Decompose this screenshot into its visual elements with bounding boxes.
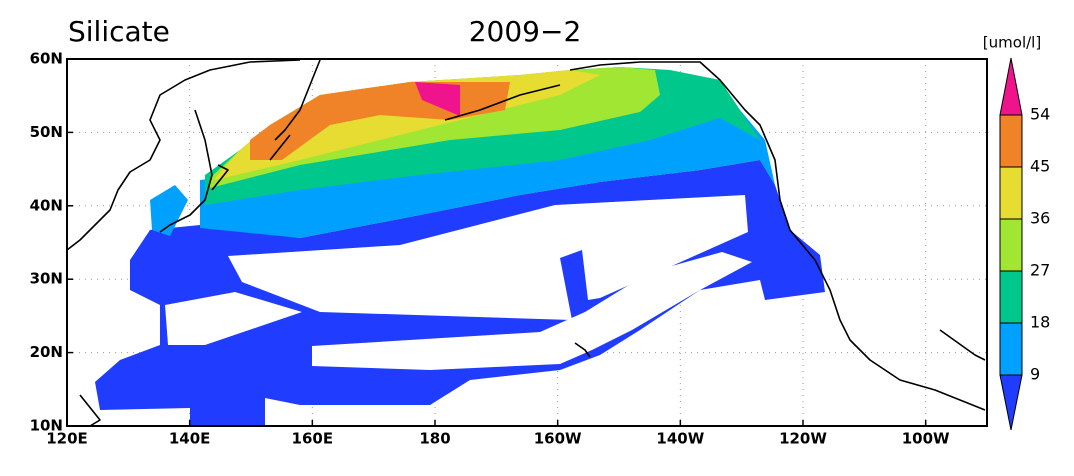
colorbar-label: 36 xyxy=(1030,209,1050,228)
colorbar-segment xyxy=(999,270,1023,324)
x-tick-label: 180 xyxy=(419,430,450,448)
colorbar-label: 45 xyxy=(1030,157,1050,176)
y-tick-label: 20N xyxy=(30,343,63,361)
x-tick-label: 160E xyxy=(292,430,334,448)
axis-ticks: 120E 140E 160E 180 160W 140W 120W 100W 10N 20N 30N… xyxy=(30,50,950,448)
field-9-18 xyxy=(150,185,188,236)
colorbar-segment xyxy=(999,57,1023,116)
colorbar-segment xyxy=(999,114,1023,168)
coast-hawaii xyxy=(574,342,591,358)
title: Silicate xyxy=(68,15,170,48)
coastlines xyxy=(66,59,986,427)
map-frame xyxy=(66,58,988,427)
x-tick-label: 120W xyxy=(779,430,827,448)
colorbar-segment xyxy=(999,374,1023,431)
colorbar-segment xyxy=(999,322,1023,376)
contour-fields xyxy=(95,67,825,426)
hole xyxy=(312,252,752,370)
x-tick-label: 120E xyxy=(46,430,88,448)
x-tick-label: 140E xyxy=(169,430,211,448)
colorbar-unit: [umol/l] xyxy=(983,34,1041,52)
y-tick-label: 60N xyxy=(30,50,63,68)
x-tick-label: 160W xyxy=(534,430,582,448)
colorbar-label: 54 xyxy=(1030,105,1050,124)
period: 2009−2 xyxy=(469,15,582,48)
coast-aleutians xyxy=(444,84,561,121)
y-tick-label: 50N xyxy=(30,123,63,141)
coast-japan xyxy=(159,109,229,233)
y-tick-label: 10N xyxy=(30,417,63,435)
colorbar-label: 27 xyxy=(1030,261,1050,280)
colorbar-segment xyxy=(999,218,1023,272)
x-tick-label: 140W xyxy=(656,430,704,448)
x-tick-label: 100W xyxy=(902,430,950,448)
colorbar-label: 18 xyxy=(1030,313,1050,332)
coast-asia xyxy=(66,59,301,251)
colorbar-segment xyxy=(999,166,1023,220)
hole xyxy=(228,195,748,320)
colorbar: 9 18 27 36 45 54 xyxy=(999,57,1050,431)
coast-alaska xyxy=(569,61,986,411)
field-gt54 xyxy=(415,82,460,116)
y-tick-label: 40N xyxy=(30,196,63,214)
hole xyxy=(165,292,302,345)
colorbar-label: 9 xyxy=(1030,365,1040,384)
y-tick-label: 30N xyxy=(30,270,63,288)
coast-kamchatka xyxy=(269,59,321,161)
coast-philippines xyxy=(79,394,101,427)
